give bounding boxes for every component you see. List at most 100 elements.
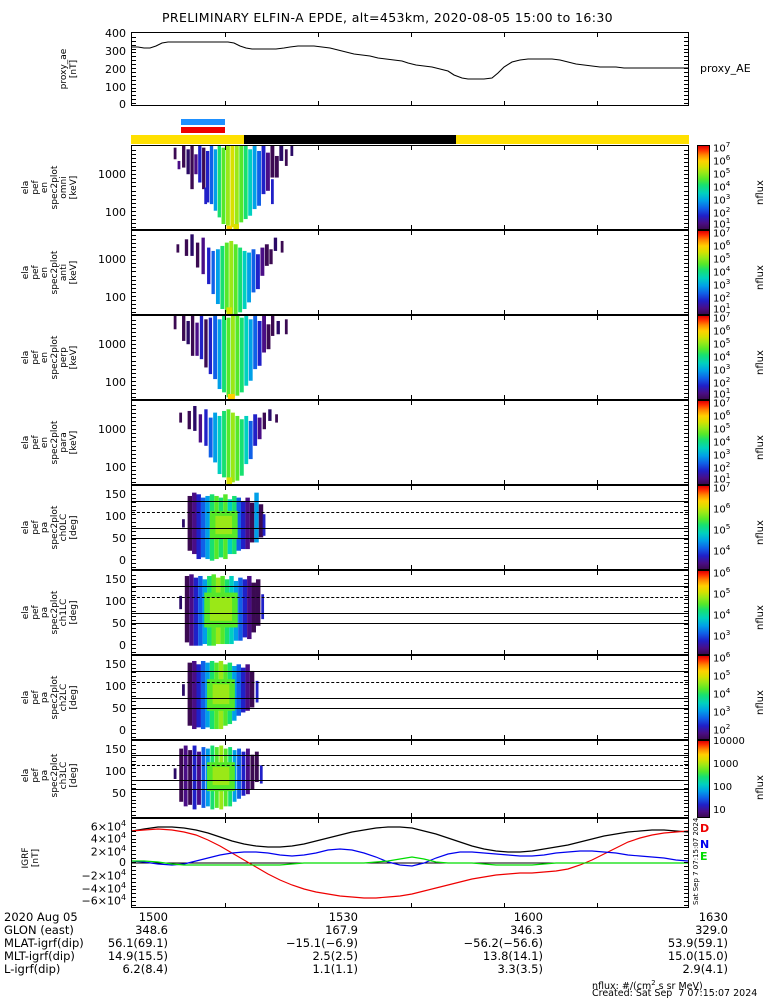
axis-tick bbox=[504, 225, 505, 229]
axis-tick bbox=[132, 296, 136, 297]
axis-tick bbox=[132, 684, 136, 685]
axis-tick bbox=[684, 684, 688, 685]
axis-tick bbox=[132, 768, 136, 769]
proxy-ae-legend-label: proxy_AE bbox=[700, 62, 751, 75]
spectrogram-panel-omni bbox=[131, 145, 689, 230]
cb-omni-t0: 107 bbox=[713, 140, 731, 155]
axis-tick bbox=[411, 813, 412, 817]
axis-tick bbox=[132, 474, 136, 475]
xaxis-c1-r0: 1530 bbox=[328, 910, 358, 924]
axis-tick bbox=[132, 425, 136, 426]
colorbar-ch0lc bbox=[697, 485, 710, 570]
axis-tick bbox=[684, 405, 688, 406]
spec-anti-axis-label: ela pef en spec2plot anti [keV] bbox=[21, 250, 79, 295]
axis-tick bbox=[684, 815, 688, 816]
axis-tick bbox=[132, 628, 136, 629]
axis-tick bbox=[132, 393, 136, 394]
axis-tick bbox=[132, 263, 136, 264]
axis-tick bbox=[597, 316, 598, 320]
axis-tick bbox=[132, 535, 136, 536]
axis-tick bbox=[132, 652, 136, 653]
proxy-ae-panel bbox=[131, 32, 689, 106]
cb-ch1lc-t1: 105 bbox=[713, 586, 731, 601]
pa-ch3lc-axis-label: ela pef pa spec2plot ch3LC [deg] bbox=[21, 753, 79, 798]
pitch-line-dashed bbox=[132, 765, 688, 766]
axis-tick bbox=[684, 385, 688, 386]
axis-tick bbox=[684, 304, 688, 305]
axis-tick bbox=[132, 276, 136, 277]
axis-tick bbox=[132, 761, 136, 762]
axis-tick bbox=[132, 846, 136, 847]
pitch-line-dashed bbox=[132, 512, 688, 513]
axis-tick bbox=[132, 369, 136, 370]
pitchangle-image-ch2lc bbox=[182, 660, 259, 730]
axis-tick bbox=[225, 395, 226, 399]
axis-tick bbox=[225, 650, 226, 654]
axis-tick bbox=[684, 579, 688, 580]
xaxis-c0-r4: 6.2(8.4) bbox=[122, 962, 168, 976]
axis-tick bbox=[684, 356, 688, 357]
axis-tick bbox=[132, 304, 136, 305]
axis-tick bbox=[411, 101, 412, 105]
colorbar-omni bbox=[697, 145, 710, 230]
axis-tick bbox=[684, 632, 688, 633]
axis-tick bbox=[132, 539, 136, 540]
axis-tick bbox=[597, 395, 598, 399]
axis-tick bbox=[318, 33, 319, 37]
axis-tick bbox=[684, 235, 688, 236]
axis-tick bbox=[504, 146, 505, 150]
axis-tick bbox=[132, 466, 136, 467]
credit-created: Created: Sat Sep 7 07:15:07 2024 bbox=[592, 988, 758, 999]
axis-tick bbox=[132, 239, 136, 240]
cb-anti-t1: 106 bbox=[713, 238, 731, 253]
axis-tick bbox=[684, 555, 688, 556]
xaxis-c0-r0: 1500 bbox=[138, 910, 168, 924]
axis-tick bbox=[132, 764, 136, 765]
axis-tick bbox=[684, 417, 688, 418]
axis-tick bbox=[684, 745, 688, 746]
axis-tick bbox=[132, 676, 136, 677]
axis-tick bbox=[684, 498, 688, 499]
pitch-line-solid-upper bbox=[132, 755, 688, 756]
axis-tick bbox=[132, 559, 136, 560]
axis-tick bbox=[684, 450, 688, 451]
axis-tick bbox=[132, 45, 136, 46]
axis-tick bbox=[132, 103, 136, 104]
cb-omni-t1: 106 bbox=[713, 153, 731, 168]
xaxis-row-label-2: MLAT-igrf(dip) bbox=[4, 936, 84, 950]
axis-tick bbox=[318, 565, 319, 569]
axis-tick bbox=[684, 611, 688, 612]
status-bar-yellow-left bbox=[131, 135, 244, 144]
proxy-ae-ytick-100: 100 bbox=[105, 81, 126, 94]
axis-tick bbox=[684, 437, 688, 438]
axis-tick bbox=[132, 705, 136, 706]
axis-tick bbox=[132, 632, 136, 633]
axis-tick bbox=[684, 878, 688, 879]
axis-tick bbox=[132, 91, 136, 92]
axis-tick bbox=[684, 510, 688, 511]
axis-tick bbox=[684, 56, 688, 57]
axis-tick bbox=[132, 227, 136, 228]
axis-tick bbox=[132, 595, 136, 596]
axis-tick bbox=[684, 842, 688, 843]
axis-tick bbox=[132, 874, 136, 875]
axis-tick bbox=[132, 178, 136, 179]
cb-para-t0: 107 bbox=[713, 395, 731, 410]
axis-tick bbox=[684, 839, 688, 840]
axis-tick bbox=[684, 796, 688, 797]
axis-tick bbox=[684, 620, 688, 621]
axis-tick bbox=[684, 526, 688, 527]
axis-tick bbox=[132, 158, 136, 159]
axis-tick bbox=[132, 835, 136, 836]
axis-tick bbox=[684, 668, 688, 669]
axis-tick bbox=[684, 207, 688, 208]
axis-tick bbox=[684, 599, 688, 600]
colorbar-ch1lc bbox=[697, 570, 710, 655]
axis-tick bbox=[132, 99, 136, 100]
axis-tick bbox=[597, 33, 598, 37]
axis-tick bbox=[684, 603, 688, 604]
axis-tick bbox=[684, 709, 688, 710]
axis-tick bbox=[684, 203, 688, 204]
axis-tick bbox=[411, 903, 412, 907]
axis-tick bbox=[132, 862, 136, 863]
